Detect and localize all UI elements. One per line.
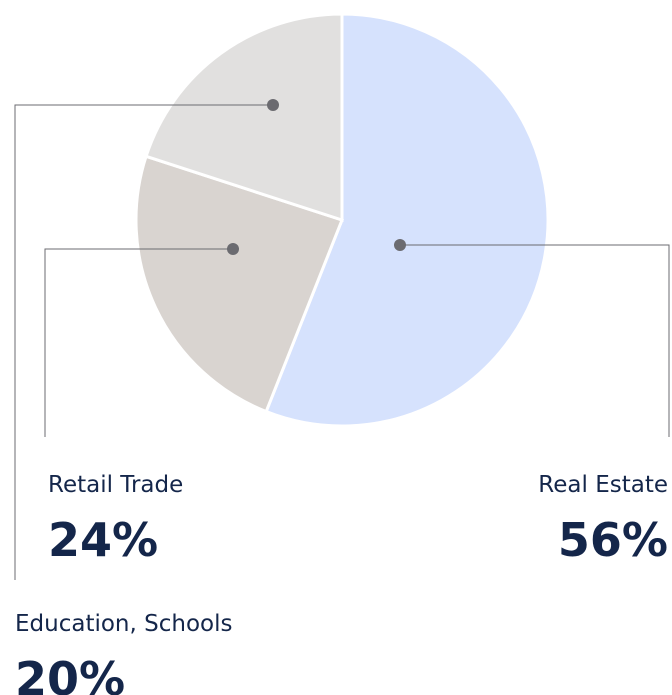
value-label: 56% — [558, 513, 668, 567]
pie-slice — [264, 12, 550, 428]
category-label: Real Estate — [538, 472, 668, 498]
leader-line — [14, 104, 273, 580]
leader-line — [44, 248, 233, 437]
leader-dot — [267, 99, 279, 111]
category-label: Education, Schools — [15, 611, 232, 637]
category-label: Retail Trade — [48, 472, 183, 498]
leader-dot — [394, 239, 406, 251]
leader-line — [400, 244, 670, 437]
leader-dot — [227, 243, 239, 255]
pie-slice — [134, 154, 344, 414]
value-label: 24% — [48, 513, 158, 567]
pie-slice — [144, 12, 344, 223]
value-label: 20% — [15, 652, 125, 695]
